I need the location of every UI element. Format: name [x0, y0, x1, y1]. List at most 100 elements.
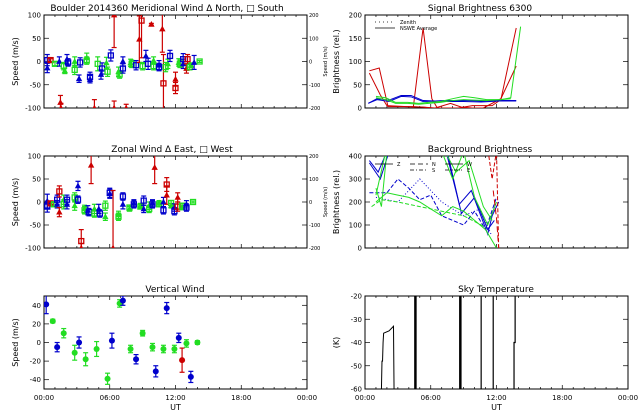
data-point-square: [137, 203, 144, 210]
chart-title: Signal Brightness 6300: [428, 4, 532, 14]
y-tick-label: 20: [32, 320, 41, 328]
x-tick-label: 00:00: [618, 394, 638, 402]
data-point-triangle: [150, 57, 157, 63]
plot-content: [368, 156, 500, 248]
legend-label: W: [467, 162, 472, 168]
y-tick-label: -40: [351, 339, 362, 347]
data-point-triangle: [112, 104, 116, 108]
y-tick-label: -20: [351, 293, 362, 301]
data-point-triangle: [151, 164, 158, 170]
data-point-square: [172, 84, 179, 92]
y-axis-label: Brightness (rel.): [332, 29, 341, 93]
y-tick-label: 0: [358, 245, 362, 253]
data-point-triangle: [63, 200, 71, 207]
data-point-square: [119, 65, 127, 72]
series-line: [375, 178, 492, 235]
data-point: [127, 346, 134, 353]
data-point-triangle: [172, 75, 179, 82]
y-right-tick-label: -200: [309, 246, 320, 252]
y-tick-label: 150: [349, 35, 362, 43]
y-tick-label: 400: [349, 153, 362, 161]
y-right-tick-label: 0: [309, 200, 312, 206]
data-point-triangle: [110, 15, 118, 18]
x-axis-label: UT: [491, 403, 502, 412]
panel-skytemp: Sky Temperature -60 -50 -40 -30 -20 (K) 00:00 06…: [332, 285, 638, 412]
data-point-triangle: [56, 58, 63, 64]
data-point-square: [94, 60, 101, 67]
y-tick-label: 100: [349, 222, 362, 230]
data-point-triangle: [71, 58, 78, 64]
data-point-square: [44, 56, 51, 64]
data-point-square: [44, 203, 51, 210]
data-point-triangle: [102, 213, 109, 220]
series-line: [371, 199, 486, 228]
data-point-triangle: [44, 64, 51, 71]
chart-title: Sky Temperature: [458, 285, 534, 295]
y-tick-label: -20: [30, 358, 41, 366]
data-point-square: [71, 66, 78, 74]
data-point: [82, 356, 89, 363]
series-line: [375, 156, 493, 221]
data-point-square: [47, 200, 54, 207]
data-point-square: [189, 198, 197, 206]
data-point-square: [184, 56, 191, 63]
y-tick-label: 50: [353, 81, 362, 89]
data-point-square: [138, 17, 145, 24]
data-point-square: [149, 201, 156, 208]
data-point: [139, 330, 146, 337]
plot-content: [44, 296, 201, 385]
data-point-square: [140, 197, 147, 204]
y-tick-label: 0: [37, 58, 41, 66]
y-right-axis-label: Speed (m/s): [323, 46, 329, 76]
data-point-triangle: [167, 202, 175, 209]
data-point: [76, 339, 83, 346]
data-point: [152, 368, 159, 375]
y-right-tick-label: 100: [309, 177, 319, 183]
data-point: [194, 339, 201, 346]
y-tick-label: -50: [351, 362, 362, 370]
data-point-triangle: [136, 35, 143, 42]
data-point-square: [77, 59, 84, 66]
data-point-square: [83, 57, 90, 64]
legend: Z NS WE: [375, 162, 472, 174]
y-tick-label: 0: [37, 339, 41, 347]
data-point-triangle: [79, 244, 84, 248]
data-point-square: [166, 52, 174, 60]
data-point: [49, 318, 56, 325]
x-tick-label: 18:00: [552, 394, 572, 402]
y-right-tick-label: 200: [309, 13, 319, 19]
data-point-triangle: [142, 52, 150, 59]
data-point-square: [196, 58, 203, 65]
legend-label: Zenith: [400, 20, 416, 26]
data-point-square: [102, 202, 109, 209]
series-line: [375, 26, 522, 104]
data-point: [108, 337, 115, 344]
data-point: [171, 346, 178, 353]
series-line: [368, 65, 517, 108]
panel-signal: Signal Brightness 6300 0 50 100 150 200 Bright…: [332, 4, 629, 113]
data-point: [71, 349, 78, 356]
data-point-triangle: [71, 202, 78, 209]
series-line: [412, 27, 438, 108]
data-point-triangle: [74, 182, 82, 189]
y-axis-label: Brightness (rel.): [332, 170, 341, 234]
series-line: [380, 324, 395, 389]
legend-label: NSWE Average: [400, 26, 437, 32]
y-tick-label: 300: [349, 176, 362, 184]
y-tick-label: 100: [28, 12, 41, 20]
data-point-triangle: [61, 67, 69, 74]
series-line: [368, 94, 517, 104]
data-point-square: [104, 68, 111, 75]
y-tick-label: -50: [30, 81, 41, 89]
series-line: [368, 156, 495, 231]
series-line: [375, 192, 497, 248]
data-point-triangle: [140, 205, 147, 212]
legend-label: E: [467, 168, 470, 174]
y-tick-label: 200: [349, 199, 362, 207]
series-line: [375, 156, 497, 227]
data-point-square: [183, 204, 190, 211]
data-point: [160, 346, 167, 353]
plot-content: [44, 156, 197, 248]
